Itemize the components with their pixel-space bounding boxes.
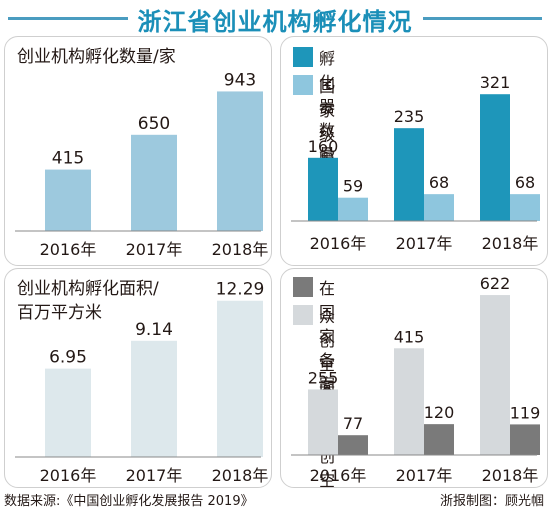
- panel-maker-spaces: 在国家备案的众创空间 众创空间数量 255772016年4151202017年6…: [280, 268, 548, 488]
- data-label: 119: [510, 403, 541, 422]
- data-label: 943: [224, 70, 256, 90]
- bar: [510, 194, 540, 221]
- chart-title: 创业机构孵化面积/ 百万平方米: [17, 279, 159, 323]
- chart-incubation-count: 415 2016年 650 2017年 943 2018年: [15, 70, 269, 259]
- category-label: 2017年: [126, 466, 183, 485]
- data-label: 68: [515, 173, 535, 192]
- title-rule-left: [8, 17, 128, 20]
- category-label: 2016年: [40, 466, 97, 485]
- legend-swatch: [293, 305, 313, 325]
- data-label: 415: [52, 149, 84, 169]
- data-label: 120: [424, 403, 455, 422]
- data-label: 59: [343, 177, 363, 196]
- bar: [217, 300, 263, 457]
- page-title-text: 浙江省创业机构孵化情况: [127, 8, 423, 36]
- data-label: 650: [138, 114, 170, 134]
- data-label: 235: [394, 107, 425, 126]
- bar: [424, 424, 454, 455]
- data-label: 321: [480, 73, 511, 92]
- bar: [45, 368, 91, 457]
- header: 浙江省创业机构孵化情况: [0, 0, 550, 38]
- chart-maker-spaces: 255 77 2016年 415 120 2017年 622 119 2018年: [291, 274, 541, 485]
- category-label: 2017年: [396, 466, 453, 485]
- data-label: 9.14: [135, 320, 173, 340]
- category-label: 2018年: [482, 466, 539, 485]
- data-label: 160: [308, 137, 339, 156]
- panel-incubation-area: 创业机构孵化面积/ 百万平方米 6.95 2016年 9.14 2017年 12.29 2…: [4, 268, 272, 488]
- panel-incubation-count: 创业机构孵化数量/家 415 2016年 650 2017年 943 2018年: [4, 36, 272, 266]
- footer: 数据来源:《中国创业孵化发展报告 2019》 浙报制图：顾光帼: [0, 488, 550, 510]
- data-label: 415: [394, 327, 425, 346]
- chart-incubation-area: 6.95 2016年 9.14 2017年 12.29 2018年: [15, 280, 269, 485]
- data-label: 12.29: [216, 280, 265, 300]
- legend-swatch: [293, 277, 313, 297]
- category-label: 2017年: [126, 240, 183, 259]
- panel-incubators: 孵化器数量 国家级孵化器 160592016年235682017年3216820…: [280, 36, 548, 266]
- bar: [424, 194, 454, 221]
- data-label: 68: [429, 173, 449, 192]
- bar: [131, 134, 177, 231]
- category-label: 2017年: [396, 234, 453, 253]
- bar: [338, 197, 368, 221]
- bar: [394, 128, 424, 221]
- category-label: 2016年: [310, 466, 367, 485]
- legend-swatch: [293, 47, 313, 67]
- bar: [394, 348, 424, 455]
- bar: [510, 424, 540, 455]
- page-title: 浙江省创业机构孵化情况: [0, 2, 550, 37]
- bar: [480, 295, 510, 455]
- data-label: 255: [308, 368, 339, 387]
- chart-incubators: 160 59 2016年 235 68 2017年 321 68 2018年: [291, 73, 540, 253]
- category-label: 2016年: [40, 240, 97, 259]
- graphic-credit: 浙报制图：顾光帼: [439, 494, 544, 509]
- category-label: 2018年: [482, 234, 539, 253]
- bar: [308, 389, 338, 455]
- category-label: 2018年: [212, 466, 269, 485]
- bar: [480, 94, 510, 221]
- data-label: 622: [480, 274, 511, 293]
- category-label: 2016年: [310, 234, 367, 253]
- legend-swatch: [293, 75, 313, 95]
- bar: [45, 169, 91, 231]
- data-source: 数据来源:《中国创业孵化发展报告 2019》: [4, 494, 254, 509]
- data-label: 77: [343, 414, 363, 433]
- bar: [217, 91, 263, 231]
- bar: [338, 435, 368, 455]
- category-label: 2018年: [212, 240, 269, 259]
- bar: [308, 157, 338, 221]
- chart-title: 创业机构孵化数量/家: [17, 47, 176, 67]
- title-rule-right: [422, 17, 542, 20]
- bar: [131, 340, 177, 457]
- data-label: 6.95: [49, 348, 87, 368]
